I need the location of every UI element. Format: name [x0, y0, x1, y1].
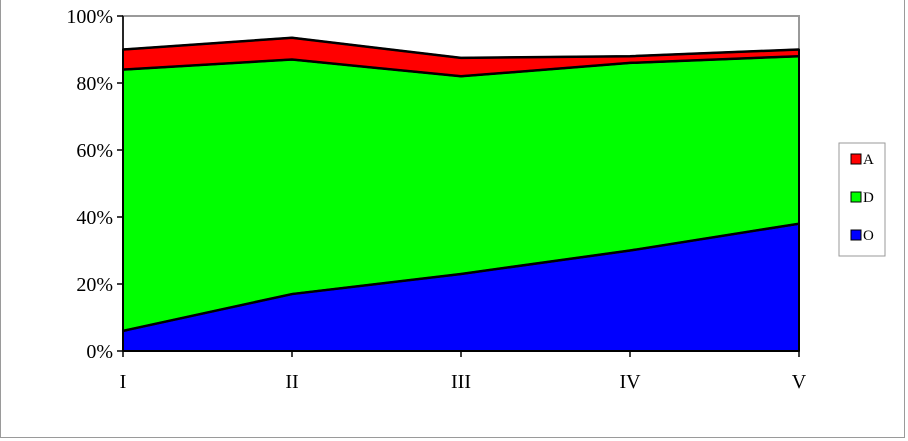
y-tick-label: 40%: [76, 207, 113, 229]
legend-swatch-a: [850, 153, 862, 165]
legend-label-a: A: [863, 152, 874, 168]
legend-box: [838, 142, 886, 257]
legend: A D O: [838, 142, 886, 257]
tick-labels: 0%20%40%60%80%100%I II III IV V: [66, 6, 806, 393]
areas: [122, 36, 800, 352]
legend-swatch-d: [850, 191, 862, 203]
x-tick-label: IV: [619, 371, 641, 393]
y-tick-label: 60%: [76, 140, 113, 162]
y-tick-label: 80%: [76, 73, 113, 95]
series-line-d: [122, 54, 800, 78]
axes: [117, 15, 800, 357]
legend-swatch-o: [850, 229, 862, 241]
legend-label-o: O: [863, 228, 874, 244]
legend-label-d: D: [863, 190, 874, 206]
x-tick-label: III: [451, 371, 471, 393]
series-line-o: [122, 222, 800, 333]
y-tick-label: 0%: [86, 341, 113, 363]
x-tick-label: V: [792, 371, 807, 393]
y-tick-label: 20%: [76, 274, 113, 296]
x-tick-label: II: [285, 371, 298, 393]
x-tick-label: I: [120, 371, 127, 393]
series-line-a: [122, 36, 800, 60]
y-tick-label: 100%: [66, 6, 113, 28]
